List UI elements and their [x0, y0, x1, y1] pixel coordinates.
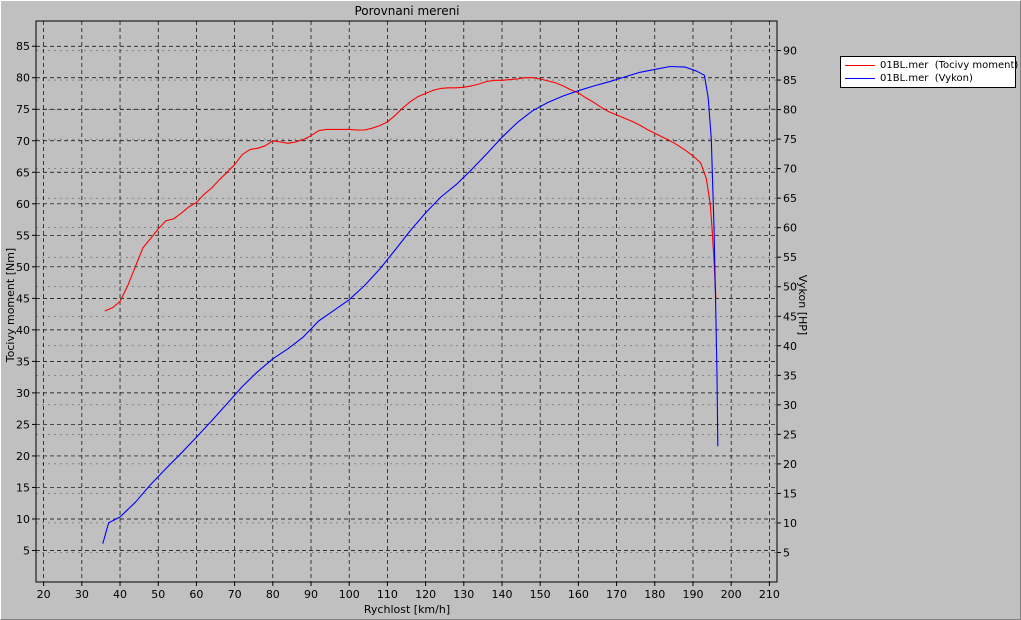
- y2-tick-label: 65: [783, 192, 797, 205]
- y2-tick-label: 90: [783, 45, 797, 58]
- plot-area: 20 30 40 50 60 70 80 90 100 110 120 130 140 150 160 170…: [16, 20, 797, 601]
- y-tick-label: 10: [16, 513, 30, 526]
- legend-swatch-torque: [845, 65, 875, 66]
- y2-tick-label: 75: [783, 133, 797, 146]
- x-tick-label: 200: [721, 588, 742, 601]
- y-tick-label: 20: [16, 450, 30, 463]
- x-tick-label: 140: [491, 588, 512, 601]
- x-tick-label: 210: [759, 588, 780, 601]
- series-line-torque: [104, 77, 717, 312]
- y-tick-label: 30: [16, 387, 30, 400]
- x-tick-label: 120: [415, 588, 436, 601]
- legend: 01BL.mer (Tocivy moment) 01BL.mer (Vykon…: [840, 56, 1019, 88]
- x-axis-title: Rychlost [km/h]: [364, 603, 450, 616]
- y2-tick-label: 10: [783, 517, 797, 530]
- y2-tick-label: 25: [783, 428, 797, 441]
- y2-tick-label: 55: [783, 251, 797, 264]
- legend-item-torque: 01BL.mer (Tocivy moment): [841, 59, 1019, 72]
- x-tick-label: 40: [113, 588, 127, 601]
- y-tick-label: 55: [16, 229, 30, 242]
- y2-tick-label: 15: [783, 487, 797, 500]
- y2-tick-label: 30: [783, 399, 797, 412]
- chart-title: Porovnani mereni: [354, 4, 459, 18]
- y2-tick-label: 40: [783, 340, 797, 353]
- y2-tick-label: 5: [783, 546, 790, 559]
- y2-tick-label: 45: [783, 310, 797, 323]
- y-tick-label: 60: [16, 198, 30, 211]
- y-tick-label: 45: [16, 292, 30, 305]
- y-tick-label: 80: [16, 72, 30, 85]
- y-tick-label: 15: [16, 481, 30, 494]
- legend-label-power: 01BL.mer (Vykon): [880, 73, 973, 84]
- x-tick-label: 90: [304, 588, 318, 601]
- y-tick-label: 70: [16, 135, 30, 148]
- x-tick-label: 50: [151, 588, 165, 601]
- y2-tick-label: 50: [783, 281, 797, 294]
- y2-tick-label: 85: [783, 74, 797, 87]
- plot-frame: [35, 20, 778, 583]
- y2-tick-label: 80: [783, 104, 797, 117]
- y2-axis-title: Vykon [HP]: [796, 275, 809, 335]
- series-line-power: [102, 65, 719, 544]
- x-tick-label: 60: [189, 588, 203, 601]
- y-tick-label: 50: [16, 261, 30, 274]
- y-axis-title: Tocivy moment [Nm]: [4, 248, 17, 363]
- y-tick-label: 75: [16, 103, 30, 116]
- x-tick-label: 70: [228, 588, 242, 601]
- y-tick-label: 5: [23, 544, 30, 557]
- x-tick-label: 100: [339, 588, 360, 601]
- y-tick-label: 35: [16, 355, 30, 368]
- x-tick-label: 160: [568, 588, 589, 601]
- y-tick-label: 40: [16, 324, 30, 337]
- x-tick-label: 30: [75, 588, 89, 601]
- x-tick-label: 110: [377, 588, 398, 601]
- legend-item-power: 01BL.mer (Vykon): [841, 72, 1015, 85]
- x-tick-label: 190: [682, 588, 703, 601]
- x-tick-label: 180: [644, 588, 665, 601]
- y2-tick-label: 35: [783, 369, 797, 382]
- y2-tick-label: 20: [783, 458, 797, 471]
- x-tick-label: 20: [37, 588, 51, 601]
- y2-tick-label: 60: [783, 222, 797, 235]
- y-tick-label: 85: [16, 40, 30, 53]
- legend-label-torque: 01BL.mer (Tocivy moment): [880, 60, 1019, 71]
- x-tick-label: 150: [530, 588, 551, 601]
- x-tick-label: 130: [453, 588, 474, 601]
- legend-swatch-power: [845, 78, 875, 79]
- x-tick-label: 170: [606, 588, 627, 601]
- y-tick-label: 25: [16, 418, 30, 431]
- y2-tick-label: 70: [783, 163, 797, 176]
- x-tick-label: 80: [266, 588, 280, 601]
- y-tick-label: 65: [16, 166, 30, 179]
